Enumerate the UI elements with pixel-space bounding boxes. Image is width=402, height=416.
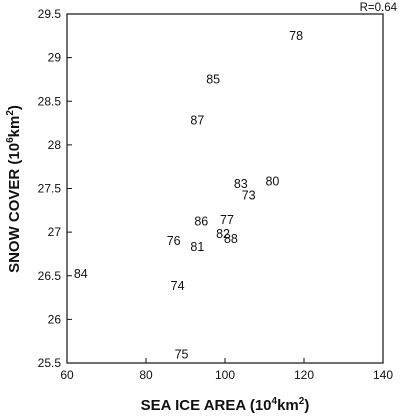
plot-frame [66, 13, 384, 364]
point-label-83: 83 [234, 177, 248, 191]
point-label-87: 87 [190, 113, 204, 127]
point-label-86: 86 [194, 215, 208, 229]
point-label-80: 80 [265, 175, 279, 189]
x-axis-title-sup: 4 [272, 396, 278, 407]
point-label-76: 76 [167, 234, 181, 248]
y-axis-title-unit: km [6, 116, 23, 138]
point-label-82: 82 [216, 227, 230, 241]
x-tick-label: 120 [294, 368, 314, 382]
x-tick-label: 100 [215, 368, 235, 382]
point-label-77: 77 [220, 213, 234, 227]
x-axis-title-unit-sup: 2 [299, 396, 305, 407]
y-tick-label: 28.5 [38, 94, 62, 108]
point-label-85: 85 [206, 72, 220, 86]
y-tick-label: 29.5 [38, 7, 62, 21]
point-label-78: 78 [289, 29, 303, 43]
point-label-75: 75 [175, 347, 189, 361]
y-axis-title-unit-sup: 2 [5, 110, 16, 116]
point-label-88: 88 [224, 232, 238, 246]
point-label-73: 73 [242, 188, 256, 202]
correlation-annotation: R=0.64 [360, 2, 398, 14]
x-axis-title: SEA ICE AREA (104km2) [141, 396, 310, 414]
x-tick-label: 140 [373, 368, 393, 382]
x-axis-title-unit: km [277, 397, 299, 414]
y-axis-title: SNOW COVER (106km2) [5, 105, 23, 273]
y-tick-label: 26.5 [38, 269, 62, 283]
y-tick-label: 25.5 [38, 356, 62, 370]
y-tick-label: 28 [48, 138, 62, 152]
point-label-81: 81 [190, 240, 204, 254]
point-label-84: 84 [74, 267, 88, 281]
y-axis-title-close: ) [6, 105, 23, 110]
y-tick-label: 29 [48, 51, 62, 65]
y-tick-label: 27 [48, 225, 62, 239]
x-axis-ticks: 60 80 100 120 140 [60, 358, 393, 382]
y-tick-label: 26 [48, 312, 62, 326]
y-tick-label: 27.5 [38, 182, 62, 196]
x-axis-title-close: ) [304, 397, 309, 414]
x-tick-label: 80 [139, 368, 153, 382]
y-axis-title-sup: 6 [5, 137, 16, 143]
x-tick-label: 60 [60, 368, 74, 382]
x-axis-title-main: SEA ICE AREA (10 [141, 397, 272, 414]
y-axis-ticks: 25.5 26 26.5 27 27.5 28 28.5 29 29.5 [38, 7, 72, 370]
y-axis-title-main: SNOW COVER (10 [6, 143, 23, 273]
point-label-74: 74 [171, 279, 185, 293]
